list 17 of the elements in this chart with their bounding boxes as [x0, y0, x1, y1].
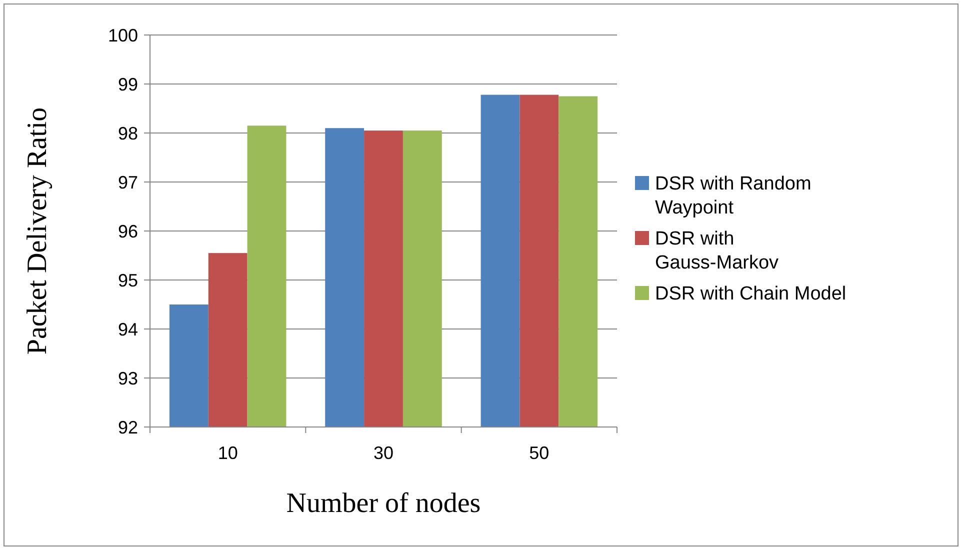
legend-label: DSR with Random Waypoint	[655, 174, 812, 218]
y-tick-label: 100	[108, 25, 138, 46]
y-tick-label: 95	[118, 270, 138, 290]
x-tick-label: 10	[218, 443, 238, 463]
x-axis-title: Number of nodes	[286, 488, 481, 519]
x-tick-label: 30	[373, 443, 394, 463]
y-tick-label: 99	[118, 74, 138, 94]
y-tick-label: 92	[118, 417, 138, 438]
legend-label: DSR with Chain Model	[655, 284, 846, 305]
legend-label: DSR with Gauss-Markov	[655, 228, 780, 274]
y-tick-label: 93	[118, 368, 138, 388]
y-axis-title: Packet Delivery Ratio	[22, 107, 53, 355]
y-tick-label: 98	[118, 123, 138, 144]
x-tick-label: 50	[529, 443, 550, 463]
y-tick-label: 96	[118, 221, 138, 242]
y-tick-label: 97	[118, 172, 138, 192]
y-tick-label: 94	[118, 319, 138, 340]
